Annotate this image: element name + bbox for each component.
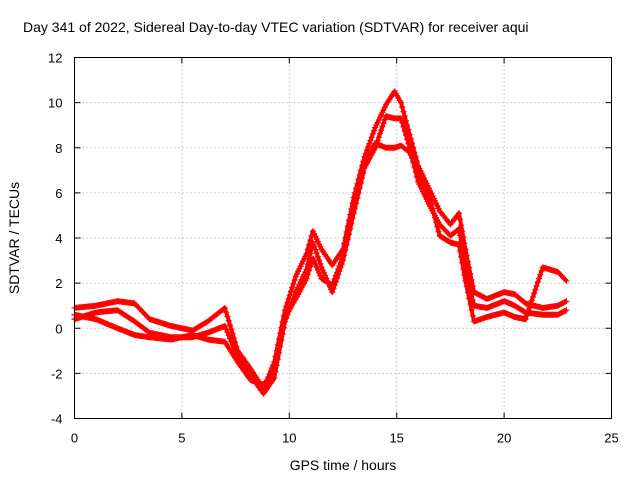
y-tick-label: -4 (51, 412, 63, 427)
series-markers (71, 113, 570, 397)
series-markers (71, 88, 570, 393)
x-tick-label: 25 (604, 431, 618, 446)
y-tick-label: 12 (48, 51, 62, 66)
series-track-b (71, 113, 570, 397)
y-tick-label: 0 (55, 321, 62, 336)
x-axis-label: GPS time / hours (290, 457, 397, 473)
series-track-c (71, 140, 570, 388)
y-tick-label: 8 (55, 141, 62, 156)
y-tick-label: 4 (55, 231, 62, 246)
y-tick-label: 6 (55, 186, 62, 201)
x-tick-label: 20 (497, 431, 511, 446)
y-tick-label: -2 (51, 366, 63, 381)
y-tick-label: 10 (48, 96, 62, 111)
y-axis-label: SDTVAR / TECUs (6, 182, 22, 294)
series-track-a (71, 88, 570, 393)
data-layer (71, 88, 570, 397)
y-tick-label: 2 (55, 276, 62, 291)
x-tick-label: 5 (178, 431, 185, 446)
chart-title: Day 341 of 2022, Sidereal Day-to-day VTE… (23, 19, 529, 35)
x-tick-label: 15 (389, 431, 403, 446)
series-line (74, 89, 568, 392)
series-line (73, 114, 568, 396)
tick-layer: 0 5 10 15 20 25 -4 -2 0 2 4 6 8 10 12 (48, 51, 619, 446)
x-tick-label: 0 (71, 431, 78, 446)
x-tick-label: 10 (282, 431, 296, 446)
